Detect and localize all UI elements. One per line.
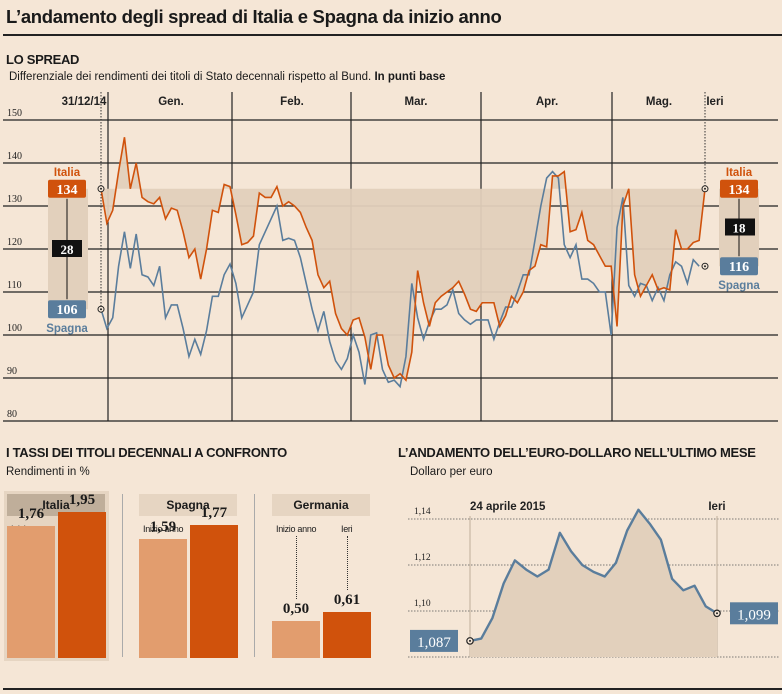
x-month-label: Feb. — [280, 96, 304, 108]
spread-band-area — [101, 137, 705, 381]
bar-value-label: 1,59 — [149, 518, 177, 535]
start-italia-label: Italia — [54, 167, 81, 179]
bar-value-label: 0,50 — [282, 600, 310, 617]
group-separator — [122, 494, 123, 657]
fx-y-tick-label: 1,10 — [414, 599, 431, 609]
bar-value-label: 1,95 — [68, 491, 96, 508]
x-month-label: 31/12/14 — [62, 96, 107, 108]
endpoint-dot — [100, 187, 102, 190]
dotted-connector — [347, 536, 348, 591]
end-diff-box — [725, 218, 755, 236]
spread-section-title: LO SPREAD — [6, 52, 80, 67]
page-title: L’andamento degli spread di Italia e Spa… — [6, 6, 502, 27]
col-label-start: Inizio anno — [276, 524, 317, 534]
fx-x-label-start: 24 aprile 2015 — [470, 501, 546, 513]
col-label-start: Inizio anno — [143, 524, 184, 534]
bar-spagna-inizio — [139, 538, 187, 658]
bonds-section-title: I TASSI DEI TITOLI DECENNALI A CONFRONTO — [6, 445, 287, 460]
fx-end-value: 1,099 — [737, 607, 771, 623]
x-month-label: Mar. — [404, 96, 427, 108]
spread-subtitle: Differenziale dei rendimenti dei titoli … — [9, 71, 445, 83]
fx-start-value: 1,087 — [417, 635, 451, 651]
fx-y-tick-label: 1,14 — [414, 507, 431, 517]
bar-spagna-ieri — [190, 525, 238, 658]
start-spagna-label: Spagna — [46, 323, 88, 335]
fx-chart: 1,10 1,12 1,14 24 aprile 2015 Ieri 1,087 1,099 — [408, 501, 780, 658]
fx-section-title: L’ANDAMENTO DELL’EURO-DOLLARO NELL’ULTIM… — [398, 445, 756, 460]
y-tick-label: 80 — [7, 409, 17, 420]
endpoint-dot — [704, 265, 706, 268]
start-diff-box — [52, 240, 82, 257]
bottom-rule — [3, 688, 782, 690]
fx-subtitle: Dollaro per euro — [410, 466, 493, 478]
dotted-connector — [296, 536, 297, 599]
y-tick-label: 140 — [7, 151, 22, 162]
fx-y-tick-label: 1,12 — [414, 553, 431, 563]
col-label-end: Ieri — [341, 524, 353, 534]
start-diff-value: 28 — [61, 242, 75, 257]
group-separator — [254, 494, 255, 657]
group-header-germania: Germania — [272, 494, 370, 516]
bar-germania-inizio — [272, 620, 320, 658]
group-header-italia: Italia — [7, 494, 105, 516]
y-tick-label: 120 — [7, 237, 22, 248]
endpoint-dot — [100, 308, 102, 311]
end-italia-value: 134 — [729, 183, 750, 198]
y-tick-label: 130 — [7, 194, 22, 205]
fx-endpoint-dot — [716, 612, 718, 615]
endpoint-dot — [704, 187, 706, 190]
bar-italia-inizio — [7, 526, 55, 658]
series-line-italia — [100, 137, 706, 382]
y-tick-label: 100 — [7, 323, 22, 334]
fx-area — [470, 509, 717, 657]
start-italia-box — [48, 179, 86, 198]
fx-line — [469, 508, 718, 643]
group-header-spagna: Spagna — [139, 494, 237, 516]
series-line-spagna — [100, 170, 700, 389]
end-spagna-label: Spagna — [718, 280, 760, 292]
end-spagna-value: 116 — [729, 260, 749, 275]
bar-italia-ieri — [58, 511, 106, 658]
x-month-label: Apr. — [536, 96, 558, 108]
start-italia-value: 134 — [57, 183, 78, 198]
end-italia-box — [720, 179, 758, 198]
x-month-label: Ieri — [706, 96, 723, 108]
y-tick-label: 110 — [7, 280, 22, 291]
start-spagna-value: 106 — [57, 303, 78, 318]
fx-endpoint-dot — [469, 639, 471, 642]
bar-germania-ieri — [323, 612, 371, 658]
x-month-label: Gen. — [158, 96, 184, 108]
title-rule — [3, 34, 782, 36]
bar-value-label: 1,77 — [200, 505, 228, 522]
end-diff-value: 18 — [733, 221, 747, 236]
bar-value-label: 0,61 — [333, 592, 361, 609]
fx-end-value-box — [730, 602, 778, 625]
y-tick-label: 150 — [7, 108, 22, 119]
spread-subtitle-main: Differenziale dei rendimenti dei titoli … — [9, 71, 372, 83]
end-italia-label: Italia — [726, 167, 753, 179]
x-month-label: Mag. — [646, 96, 672, 108]
spread-chart: 80 90 100 110 120 130 140 150 31/12/14 Gen. Feb. Ma… — [3, 92, 778, 422]
bonds-subtitle: Rendimenti in % — [6, 466, 90, 478]
spread-subtitle-unit: In punti base — [374, 71, 446, 83]
fx-x-label-end: Ieri — [708, 501, 725, 513]
fx-start-value-box — [410, 629, 458, 652]
start-spagna-box — [48, 300, 86, 319]
y-tick-label: 90 — [7, 366, 17, 377]
end-spagna-box — [720, 257, 758, 276]
bar-value-label: 1,76 — [17, 506, 45, 522]
